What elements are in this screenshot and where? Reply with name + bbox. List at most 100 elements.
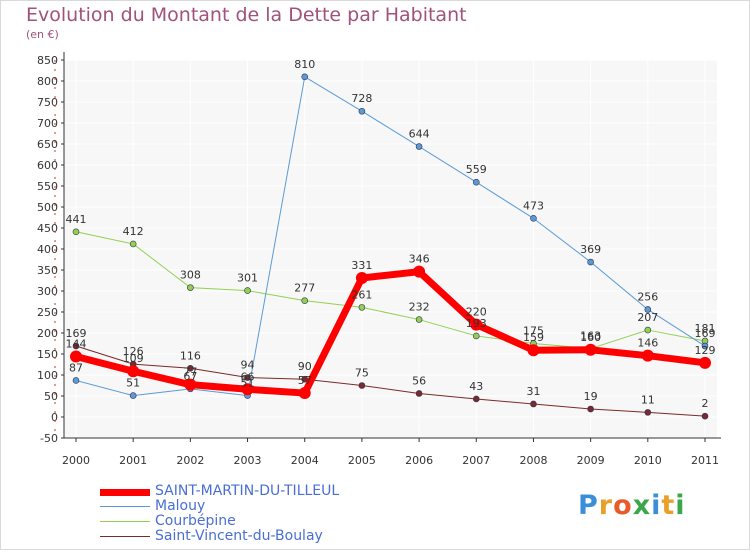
legend-label: SAINT-MARTIN-DU-TILLEUL [155,483,340,499]
data-point [72,228,80,236]
data-point [415,390,423,397]
y-tick-label: 350 [37,264,58,277]
x-tick-label: 2007 [462,454,490,467]
legend-item-malouy: Malouy [100,498,400,514]
data-label: 331 [351,259,372,272]
x-tick-label: 2002 [176,454,204,467]
logo-letter: P [578,490,599,521]
y-tick-label: 500 [37,201,58,214]
data-point [298,387,311,400]
data-point [129,240,137,248]
x-tick-label: 2001 [119,454,147,467]
data-point [413,265,426,278]
data-label: 559 [466,163,487,176]
data-point [644,306,652,313]
data-point [587,405,594,413]
legend-swatch [100,506,150,507]
legend-swatch [100,521,150,522]
x-tick-label: 2008 [519,454,547,467]
logo-letter: r [598,490,614,521]
legend-item-saint-martin: SAINT-MARTIN-DU-TILLEUL [100,483,400,499]
data-label: 51 [241,377,255,390]
y-tick-label: 450 [37,222,58,235]
data-label: 67 [183,370,197,383]
data-point [301,73,309,81]
legend-label: Saint-Vincent-du-Boulay [155,528,323,544]
data-label: 109 [123,352,144,365]
data-point [72,342,80,350]
data-point [241,383,254,396]
legend-item-saint-vincent: Saint-Vincent-du-Boulay [100,528,400,544]
data-point [470,318,483,331]
data-label: 146 [637,337,658,350]
y-tick-label: -50 [40,432,58,445]
data-label: 77 [183,366,197,379]
x-tick-label: 2003 [234,454,262,467]
data-point [70,350,82,363]
y-tick-label: 700 [37,117,58,130]
y-tick-label: 650 [37,138,58,151]
data-label: 301 [237,272,258,285]
y-tick-label: 600 [37,159,58,172]
data-label: 193 [466,317,487,330]
y-tick-label: 50 [44,390,58,403]
data-label: 75 [355,367,369,380]
y-tick-label: 250 [37,306,58,319]
x-tick-label: 2000 [62,454,90,467]
y-tick-label: 100 [37,369,58,382]
data-label: 473 [523,199,544,212]
data-label: 31 [526,385,540,398]
data-label: 256 [637,290,658,303]
data-label: 169 [695,327,716,340]
data-point [530,215,537,222]
data-point [587,258,594,266]
x-tick-label: 2011 [691,454,719,467]
legend-label: Malouy [155,498,206,514]
data-label: 308 [180,269,201,282]
data-point [184,378,197,391]
legend-label: Courbépine [155,513,236,529]
y-tick-label: 800 [37,75,58,88]
data-point [699,356,711,369]
y-tick-label: 200 [37,327,58,340]
data-point [187,364,194,372]
legend-item-courbepine: Courbépine [100,513,400,529]
data-label: 181 [695,322,716,335]
data-label: 57 [298,374,312,387]
data-label: 144 [66,338,87,351]
x-tick-label: 2006 [405,454,433,467]
chart-legend: SAINT-MARTIN-DU-TILLEUL Malouy Courbépin… [100,483,400,544]
data-point [527,344,540,357]
data-point [355,271,368,284]
data-point [472,332,480,340]
data-label: 11 [641,393,655,406]
data-label: 207 [637,311,658,324]
data-point [72,377,80,384]
series-line-3 [75,345,706,417]
logo-letter: o [613,490,633,521]
data-label: 87 [69,361,83,374]
data-point [644,326,652,334]
data-point [301,297,309,304]
y-tick-label: 300 [37,285,58,298]
x-tick-label: 2004 [291,454,319,467]
data-point [358,107,366,115]
data-label: 232 [409,301,430,314]
data-label: 644 [409,128,430,141]
data-point [584,343,597,356]
data-label: 175 [523,325,544,338]
series-line-1 [75,76,706,397]
data-label: 810 [294,58,315,71]
data-label: 346 [409,253,430,266]
y-tick-label: 750 [37,96,58,109]
data-label: 169 [66,327,87,340]
data-label: 56 [412,374,426,387]
data-label: 159 [523,331,544,344]
data-label: 90 [298,360,312,373]
data-point [472,395,480,403]
legend-swatch [100,489,150,496]
y-tick-label: 0 [51,411,58,424]
data-point [187,284,194,291]
y-tick-label: 550 [37,180,58,193]
